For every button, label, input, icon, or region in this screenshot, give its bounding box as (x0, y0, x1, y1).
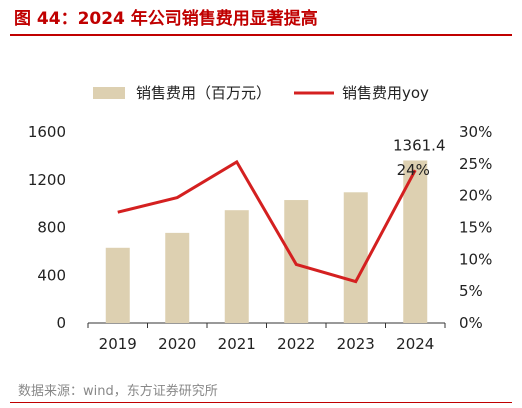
bars (105, 160, 428, 323)
y-left-tick-label: 0 (56, 314, 66, 332)
legend-label-line: 销售费用yoy (342, 84, 429, 102)
yoy-polyline (117, 159, 417, 284)
y-right-tick-label: 20% (459, 187, 492, 205)
bar-value-label: 1361.4 (393, 136, 446, 154)
bottom-rule (10, 402, 512, 403)
y-right-tick-label: 15% (459, 219, 492, 237)
source-note: 数据来源：wind，东方证券研究所 (18, 384, 218, 399)
legend: 销售费用（百万元） 销售费用yoy (93, 84, 429, 102)
title-rule (10, 34, 512, 36)
y-left-tick-label: 1200 (28, 171, 66, 189)
x-tick-label: 2021 (218, 335, 256, 353)
y-right-tick-label: 5% (459, 282, 483, 300)
bar-2021 (224, 210, 249, 323)
y-left-tick-label: 400 (37, 266, 66, 284)
figure-title: 图 44：2024 年公司销售费用显著提高 (14, 9, 318, 29)
yoy-line (117, 159, 417, 284)
x-tick-label: 2019 (99, 335, 137, 353)
bar-2023 (343, 192, 368, 323)
data-labels: 1361.4 24% (393, 136, 446, 179)
x-tick-label: 2024 (396, 335, 434, 353)
y-right-tick-label: 10% (459, 250, 492, 268)
x-tick-label: 2022 (277, 335, 315, 353)
y-right-tick-label: 0% (459, 314, 483, 332)
yoy-value-label: 24% (397, 161, 430, 179)
x-tick-label: 2023 (337, 335, 375, 353)
y-left-tick-label: 1600 (28, 123, 66, 141)
legend-label-bar: 销售费用（百万元） (136, 84, 271, 102)
bar-2020 (165, 232, 190, 323)
y-right-tick-label: 30% (459, 123, 492, 141)
axes: 2019 2020 2021 2022 2023 2024 0 400 800 1200 1600 0… (28, 123, 493, 353)
y-right-tick-label: 25% (459, 155, 492, 173)
bar-2019 (105, 247, 130, 323)
legend-swatch-bar (93, 87, 125, 99)
x-tick-label: 2020 (158, 335, 196, 353)
y-left-tick-label: 800 (37, 219, 66, 237)
